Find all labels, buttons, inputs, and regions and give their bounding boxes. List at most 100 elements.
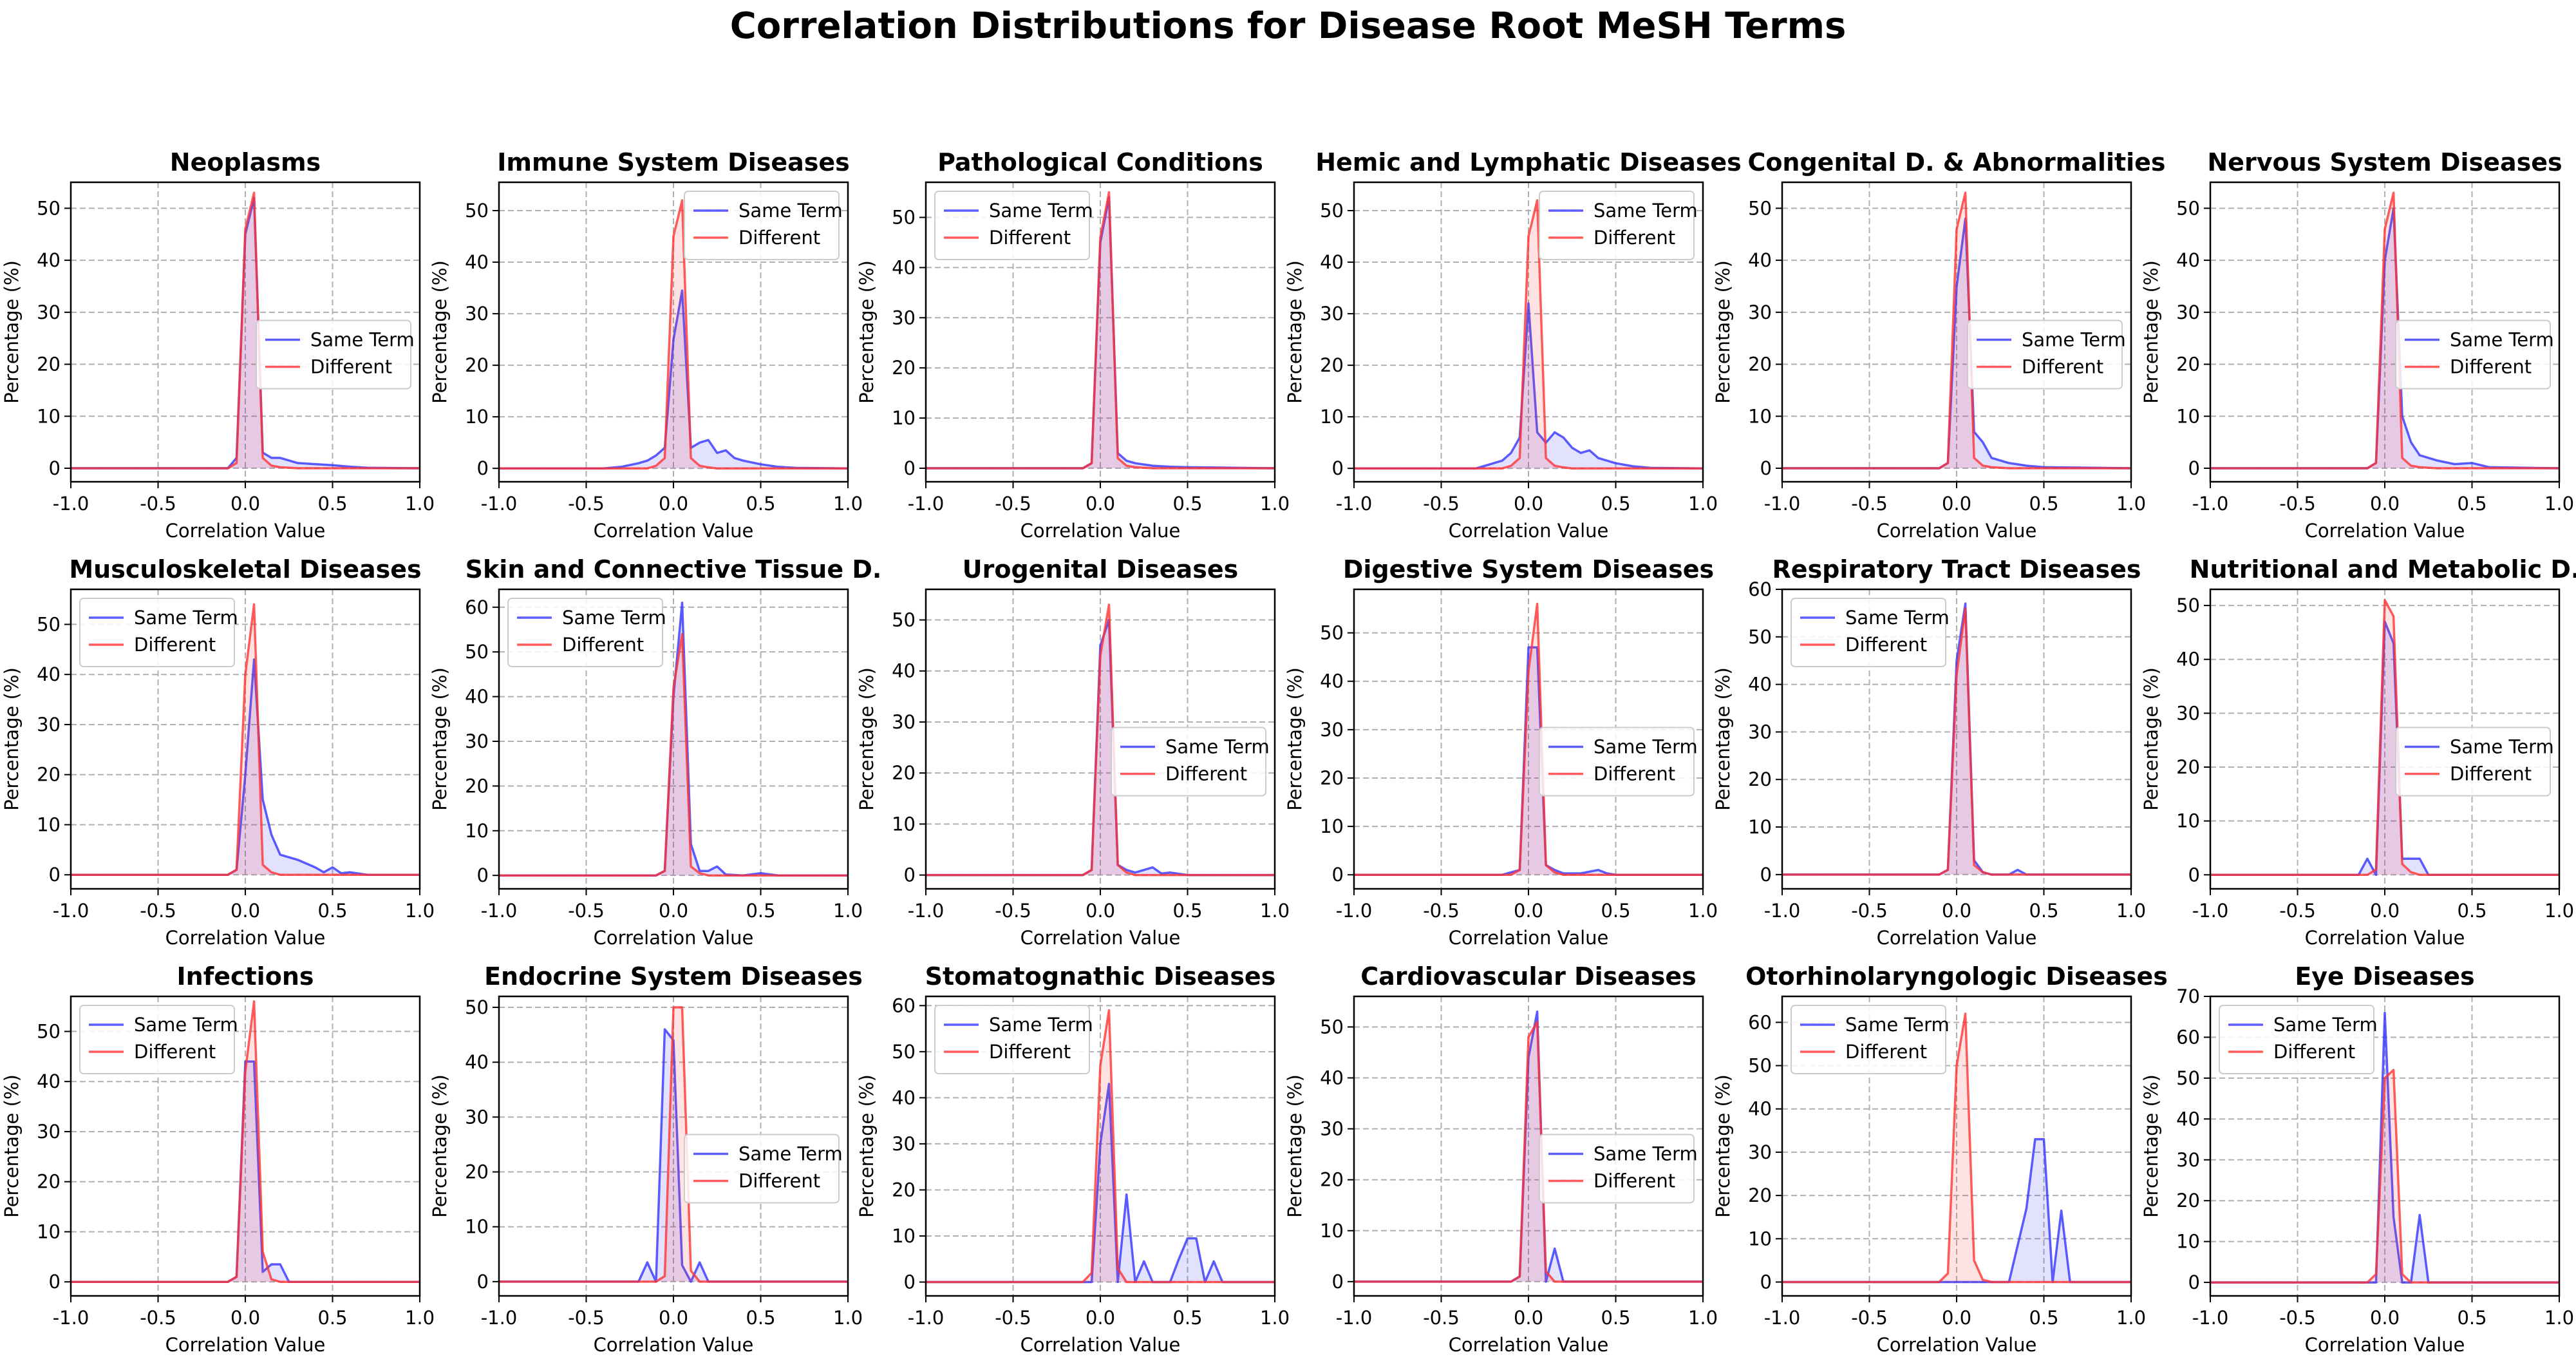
series-fill-different (1354, 1022, 1703, 1282)
x-tick-label: 0.5 (1601, 1307, 1630, 1329)
y-tick-label: 40 (465, 1051, 489, 1073)
x-tick-label: -1.0 (908, 900, 945, 922)
y-tick-label: 10 (892, 407, 916, 429)
legend-label-different: Different (2273, 1041, 2355, 1063)
subplot-9: Digestive System Diseases -1.0 -0.5 0.0 0.5 1… (1284, 555, 1718, 949)
y-tick-label: 10 (2176, 810, 2200, 832)
series-fill-same-term (1354, 1011, 1703, 1282)
legend-box (2219, 1005, 2374, 1074)
y-tick-label: 10 (1748, 405, 1772, 427)
y-tick-label: 10 (892, 1225, 916, 1247)
y-tick-label: 50 (465, 200, 489, 222)
y-tick-label: 50 (1320, 200, 1344, 222)
y-axis-label: Percentage (%) (1284, 1074, 1306, 1218)
x-tick-label: 0.5 (1172, 493, 1202, 515)
legend-box (1791, 1005, 1946, 1074)
subplot-17: Eye Diseases -1.0 -0.5 0.0 0.5 1.0 0 10 20 30 40 50… (2140, 962, 2574, 1356)
series-fill-different (1782, 193, 2131, 468)
y-tick-label: 40 (1748, 674, 1772, 696)
legend-label-different: Different (1845, 634, 1927, 656)
series-fill-same-term (2210, 208, 2559, 468)
subplot-title: Hemic and Lymphatic Diseases (1315, 148, 1742, 176)
x-axis-label: Correlation Value (1020, 927, 1181, 949)
x-axis-label: Correlation Value (1449, 927, 1609, 949)
series-line-different (2210, 1069, 2559, 1284)
subplot-13: Endocrine System Diseases -1.0 -0.5 0.0 0.5 1… (429, 962, 863, 1356)
legend: Same Term Different (2219, 1005, 2378, 1074)
y-tick-label: 0 (477, 457, 489, 479)
x-tick-label: 0.0 (1514, 1307, 1543, 1329)
y-tick-label: 20 (1320, 354, 1344, 376)
subplot-title: Pathological Conditions (937, 148, 1263, 176)
y-tick-label: 20 (1320, 767, 1344, 789)
series-line-different (499, 199, 848, 470)
legend-box (934, 191, 1090, 260)
y-tick-label: 0 (2188, 1271, 2200, 1293)
subplot-4: Congenital D. & Abnormalities -1.0 -0.5 0.0… (1712, 148, 2166, 542)
x-axis-label: Correlation Value (165, 927, 326, 949)
series-line-different (1354, 602, 1703, 876)
y-tick-label: 0 (1332, 1271, 1344, 1293)
x-tick-label: -1.0 (2192, 1307, 2229, 1329)
y-tick-label: 30 (465, 730, 489, 752)
y-tick-label: 50 (2176, 1067, 2200, 1089)
x-axis-label: Correlation Value (594, 927, 754, 949)
legend: Same Term Different (2395, 727, 2554, 797)
y-axis-label: Percentage (%) (1712, 260, 1734, 404)
legend-label-different: Different (738, 1170, 820, 1192)
y-tick-label: 10 (465, 1216, 489, 1238)
legend-label-different: Different (134, 1041, 216, 1063)
x-tick-label: 0.0 (1942, 900, 1971, 922)
series-fill-same-term (1354, 647, 1703, 875)
y-tick-label: 20 (1748, 768, 1772, 790)
x-tick-label: 0.5 (746, 1307, 775, 1329)
y-axis-label: Percentage (%) (1, 1074, 23, 1218)
legend: Same Term Different (1791, 598, 1950, 667)
x-tick-label: -1.0 (481, 493, 518, 515)
series-fill-different (2210, 600, 2559, 875)
legend-label-same-term: Same Term (2450, 329, 2554, 351)
y-tick-label: 20 (465, 1161, 489, 1183)
legend: Same Term Different (2395, 319, 2554, 390)
y-axis-label: Percentage (%) (1284, 260, 1306, 404)
x-tick-label: 0.5 (1172, 900, 1202, 922)
y-tick-label: 60 (465, 596, 489, 618)
subplot-11: Nutritional and Metabolic D. -1.0 -0.5 0.0 0… (2140, 555, 2576, 949)
y-tick-label: 20 (1748, 1184, 1772, 1206)
x-tick-label: -1.0 (1336, 900, 1373, 922)
series-fill-same-term (1782, 603, 2131, 875)
x-tick-label: -1.0 (53, 900, 89, 922)
y-axis-label: Percentage (%) (2140, 667, 2162, 811)
x-tick-label: 1.0 (2544, 493, 2574, 515)
legend-box (256, 319, 411, 390)
series-fill-same-term (499, 602, 848, 876)
subplot-title: Endocrine System Diseases (484, 962, 863, 991)
y-tick-label: 50 (37, 197, 61, 219)
y-tick-label: 10 (2176, 1231, 2200, 1253)
legend-label-same-term: Same Term (989, 1014, 1093, 1036)
y-tick-label: 50 (1320, 622, 1344, 644)
subplot-title: Digestive System Diseases (1343, 555, 1714, 584)
x-tick-label: 0.5 (1172, 1307, 1202, 1329)
y-tick-label: 30 (1748, 1141, 1772, 1163)
legend: Same Term Different (507, 598, 666, 667)
x-tick-label: -0.5 (995, 900, 1031, 922)
y-tick-label: 50 (1748, 197, 1772, 219)
legend-box (1539, 1134, 1695, 1204)
subplot-title: Otorhinolaryngologic Diseases (1745, 962, 2168, 991)
series-fill-same-term (2210, 622, 2559, 875)
legend: Same Term Different (79, 598, 238, 667)
y-tick-label: 0 (904, 864, 916, 886)
series-line-different (1782, 1012, 2131, 1284)
y-tick-label: 40 (37, 249, 61, 271)
series-fill-different (71, 1001, 420, 1282)
x-tick-label: -0.5 (140, 900, 176, 922)
y-tick-label: 20 (2176, 1190, 2200, 1212)
y-axis-label: Percentage (%) (856, 260, 878, 404)
legend-label-same-term: Same Term (134, 607, 238, 629)
y-tick-label: 0 (49, 1271, 61, 1293)
series-line-different (1354, 1020, 1703, 1283)
series-fill-different (926, 604, 1275, 875)
series-line-same-term (1354, 302, 1704, 470)
x-axis-label: Correlation Value (1877, 520, 2037, 542)
